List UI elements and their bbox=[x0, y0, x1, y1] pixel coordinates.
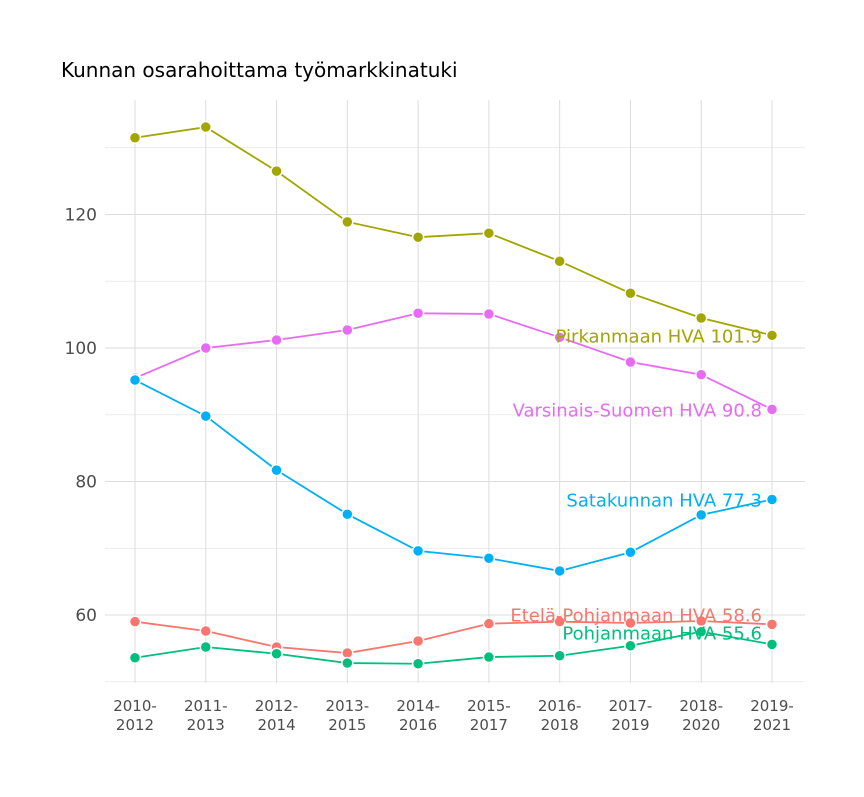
end-label: Etelä-Pohjanmaan HVA 58.6 bbox=[510, 605, 762, 626]
series-pohjanmaan-hva bbox=[128, 625, 779, 670]
data-point bbox=[341, 215, 354, 229]
data-point bbox=[553, 254, 566, 268]
data-point bbox=[270, 164, 283, 178]
y-axis: 60 80 100 120 bbox=[65, 206, 97, 627]
data-point bbox=[341, 323, 354, 337]
data-point bbox=[694, 508, 708, 522]
series-line bbox=[134, 312, 773, 411]
data-point bbox=[553, 615, 566, 628]
data-point bbox=[553, 564, 566, 578]
data-point bbox=[624, 639, 637, 652]
data-point bbox=[482, 552, 496, 565]
data-point bbox=[128, 615, 142, 628]
end-label: Varsinais-Suomen HVA 90.8 bbox=[513, 400, 762, 421]
data-point bbox=[765, 403, 779, 416]
data-point bbox=[128, 131, 142, 144]
data-point bbox=[199, 409, 213, 423]
x-tick-label: 2014-2016 bbox=[396, 697, 440, 734]
x-tick-label: 2010-2012 bbox=[113, 697, 157, 734]
chart-title: Kunnan osarahoittama työmarkkinatuki bbox=[61, 58, 458, 82]
x-tick-label: 2018-2020 bbox=[679, 697, 723, 734]
x-tick-label: 2012-2014 bbox=[255, 697, 299, 734]
data-point bbox=[411, 634, 425, 648]
data-point bbox=[765, 638, 779, 651]
x-tick-label: 2013-2015 bbox=[326, 697, 370, 734]
data-point bbox=[482, 650, 496, 664]
data-point bbox=[624, 287, 637, 300]
series-satakunnan-hva bbox=[128, 373, 779, 578]
series-line bbox=[134, 126, 773, 337]
series-etel-pohjanmaan-hva bbox=[128, 614, 779, 660]
data-point bbox=[199, 120, 213, 134]
data-point bbox=[553, 331, 566, 344]
data-point bbox=[128, 373, 142, 387]
data-point bbox=[624, 546, 637, 559]
data-point bbox=[694, 625, 708, 638]
data-point bbox=[199, 341, 213, 355]
data-point bbox=[482, 307, 496, 321]
data-point bbox=[270, 647, 283, 660]
end-labels: Pirkanmaan HVA 101.9 Varsinais-Suomen HVA… bbox=[510, 326, 762, 644]
series-line bbox=[134, 379, 773, 572]
data-point bbox=[270, 333, 283, 347]
x-tick-label: 2015-2017 bbox=[467, 697, 511, 734]
data-point bbox=[341, 656, 354, 670]
x-tick-label: 2011-2013 bbox=[184, 697, 228, 734]
data-point bbox=[482, 226, 496, 240]
data-point bbox=[270, 463, 283, 477]
data-point bbox=[553, 649, 566, 662]
data-point bbox=[482, 617, 496, 630]
gridlines bbox=[105, 100, 805, 683]
data-point bbox=[624, 616, 637, 630]
data-point bbox=[411, 657, 425, 670]
x-tick-label: 2017-2019 bbox=[609, 697, 653, 734]
data-point bbox=[694, 311, 708, 325]
x-tick-label: 2016-2018 bbox=[538, 697, 582, 734]
series-varsinais-suomen-hva bbox=[128, 307, 779, 416]
series-line bbox=[134, 630, 773, 665]
data-point bbox=[694, 368, 708, 381]
y-tick-label: 60 bbox=[75, 606, 97, 626]
data-point bbox=[128, 651, 142, 664]
end-label: Satakunnan HVA 77.3 bbox=[566, 491, 762, 512]
end-label: Pirkanmaan HVA 101.9 bbox=[556, 326, 762, 347]
data-point bbox=[765, 618, 779, 631]
x-tick-label: 2019-2021 bbox=[750, 697, 794, 734]
data-point bbox=[341, 507, 354, 521]
y-tick-label: 80 bbox=[75, 473, 97, 493]
x-axis: 2010-2012 2011-2013 2012-2014 2013-2015 2014… bbox=[113, 697, 794, 734]
data-point bbox=[624, 355, 637, 369]
y-tick-label: 120 bbox=[65, 206, 97, 226]
data-point bbox=[199, 640, 213, 654]
data-point bbox=[411, 307, 425, 320]
data-point bbox=[199, 624, 213, 638]
series-layer bbox=[128, 120, 779, 670]
series-line bbox=[134, 620, 773, 654]
y-tick-label: 100 bbox=[65, 339, 97, 359]
data-point bbox=[411, 544, 425, 558]
data-point bbox=[765, 493, 779, 506]
end-label: Pohjanmaan HVA 55.6 bbox=[562, 623, 762, 644]
data-point bbox=[765, 329, 779, 342]
series-pirkanmaan-hva bbox=[128, 120, 779, 342]
data-point bbox=[411, 230, 425, 244]
